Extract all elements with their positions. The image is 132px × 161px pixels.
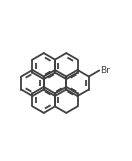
Text: Br: Br [100, 66, 110, 75]
